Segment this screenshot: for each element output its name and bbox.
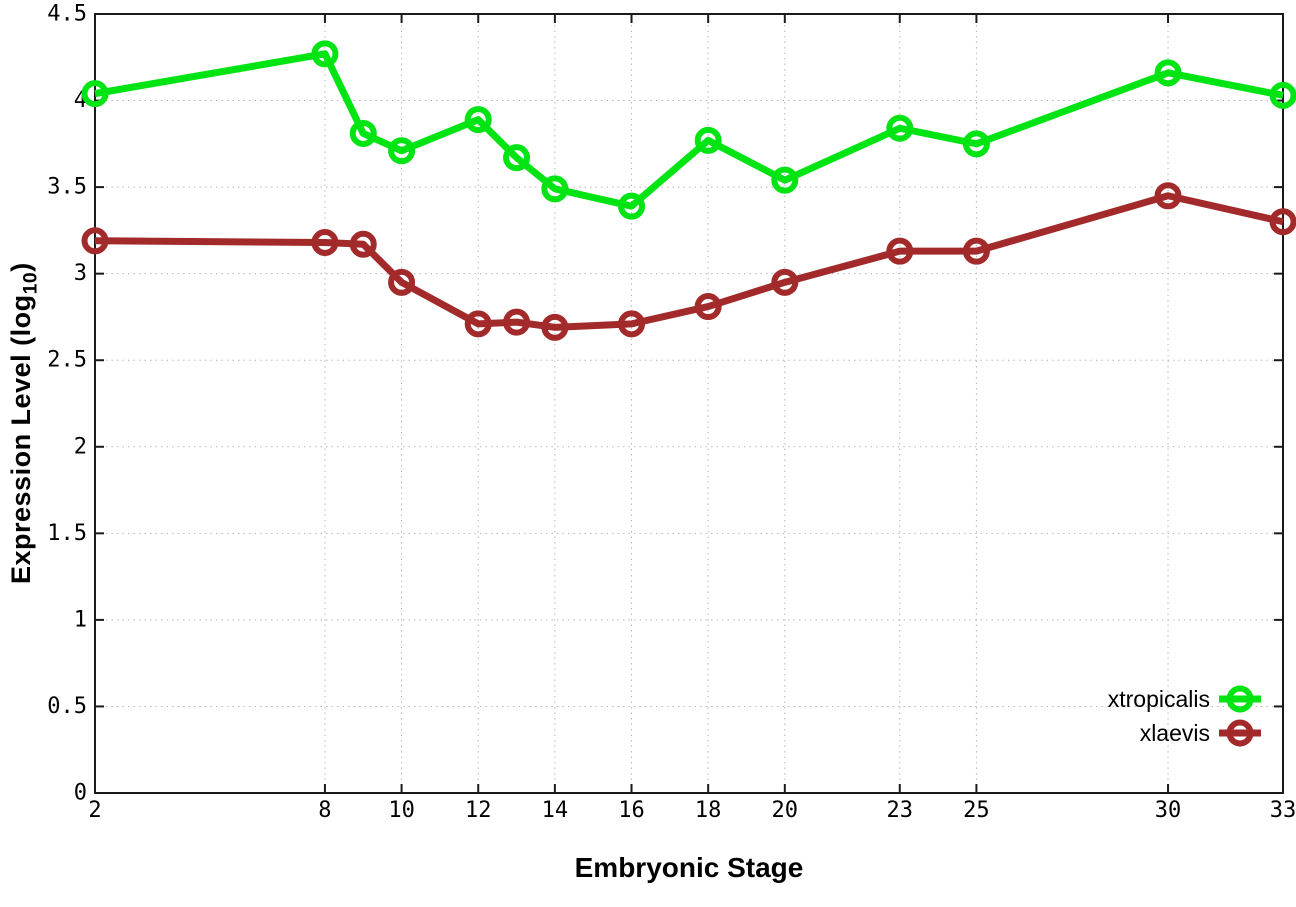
- y-axis-title: Expression Level (log10): [6, 262, 42, 584]
- data-point-xtropicalis: [618, 192, 646, 220]
- legend-marker-xtropicalis: [1219, 685, 1261, 713]
- y-tick-label: 2: [74, 434, 87, 459]
- y-tick-label: 2.5: [47, 348, 87, 373]
- x-tick-label: 33: [1270, 798, 1296, 823]
- data-point-xlaevis: [694, 293, 722, 321]
- data-point-xtropicalis: [464, 106, 492, 134]
- x-tick-label: 10: [388, 798, 415, 823]
- data-point-xtropicalis: [388, 137, 416, 165]
- y-tick-label: 3: [74, 261, 87, 286]
- data-point-xtropicalis: [1269, 81, 1296, 109]
- data-point-xlaevis: [503, 308, 531, 336]
- data-point-xtropicalis: [962, 130, 990, 158]
- data-point-xtropicalis: [1154, 59, 1182, 87]
- y-axis-title-close: ): [6, 262, 36, 272]
- x-tick-label: 25: [963, 798, 990, 823]
- legend-marker-xlaevis: [1219, 719, 1261, 747]
- data-point-xlaevis: [771, 268, 799, 296]
- data-point-xtropicalis: [886, 114, 914, 142]
- y-axis-title-text: Expression Level (log: [6, 294, 36, 584]
- data-point-xtropicalis: [541, 175, 569, 203]
- data-point-xlaevis: [886, 237, 914, 265]
- legend-label-xlaevis: xlaevis: [1139, 719, 1210, 746]
- y-tick-label: 0.5: [47, 694, 87, 719]
- x-tick-label: 14: [542, 798, 569, 823]
- data-point-xtropicalis: [349, 119, 377, 147]
- x-tick-label: 20: [772, 798, 799, 823]
- x-tick-label: 12: [465, 798, 492, 823]
- data-point-xlaevis: [311, 229, 339, 257]
- legend-label-xtropicalis: xtropicalis: [1107, 685, 1210, 712]
- data-point-xtropicalis: [311, 40, 339, 68]
- y-tick-label: 0: [74, 781, 87, 806]
- y-tick-label: 1.5: [47, 521, 87, 546]
- data-point-xlaevis: [388, 268, 416, 296]
- y-tick-label: 4.5: [47, 2, 87, 27]
- data-point-xlaevis: [962, 237, 990, 265]
- y-axis-title-subscript: 10: [19, 271, 42, 295]
- data-point-xlaevis: [81, 227, 109, 255]
- x-axis-title: Embryonic Stage: [574, 852, 804, 883]
- data-point-xtropicalis: [694, 126, 722, 154]
- data-point-xlaevis: [618, 310, 646, 338]
- legend-item-xlaevis: xlaevis: [1108, 716, 1263, 750]
- data-point-xtropicalis: [503, 144, 531, 172]
- legend-item-xtropicalis: xtropicalis: [1108, 682, 1263, 716]
- data-point-xtropicalis: [81, 80, 109, 108]
- series-line-xtropicalis: [94, 50, 1284, 210]
- data-point-xlaevis: [541, 313, 569, 341]
- open-circle-icon: [1226, 719, 1254, 747]
- y-tick-label: 1: [74, 607, 87, 632]
- data-point-xlaevis: [349, 230, 377, 258]
- legend: xtropicalis xlaevis: [1108, 682, 1263, 750]
- data-point-xlaevis: [464, 310, 492, 338]
- x-tick-label: 23: [887, 798, 914, 823]
- series-line-xlaevis: [94, 192, 1284, 331]
- y-tick-label: 3.5: [47, 175, 87, 200]
- x-tick-label: 30: [1155, 798, 1182, 823]
- data-point-xtropicalis: [771, 166, 799, 194]
- data-point-xlaevis: [1269, 208, 1296, 236]
- x-tick-label: 16: [618, 798, 645, 823]
- x-tick-label: 8: [318, 798, 331, 823]
- data-point-xlaevis: [1154, 182, 1182, 210]
- x-tick-label: 2: [88, 798, 101, 823]
- open-circle-icon: [1226, 685, 1254, 713]
- x-tick-label: 18: [695, 798, 722, 823]
